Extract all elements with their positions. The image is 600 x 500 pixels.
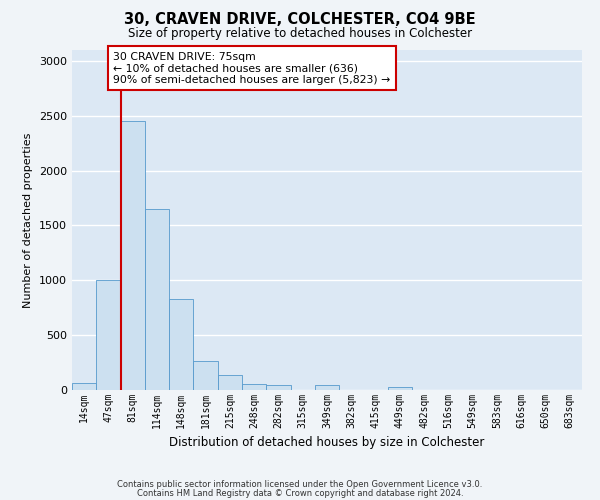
Y-axis label: Number of detached properties: Number of detached properties [23,132,34,308]
Text: Contains HM Land Registry data © Crown copyright and database right 2024.: Contains HM Land Registry data © Crown c… [137,488,463,498]
Bar [388,386,412,390]
Bar [266,384,290,390]
Text: 30, CRAVEN DRIVE, COLCHESTER, CO4 9BE: 30, CRAVEN DRIVE, COLCHESTER, CO4 9BE [124,12,476,28]
Bar [121,122,145,390]
Bar [96,280,121,390]
Bar [193,361,218,390]
Bar [145,209,169,390]
Text: Contains public sector information licensed under the Open Government Licence v3: Contains public sector information licen… [118,480,482,489]
Text: 30 CRAVEN DRIVE: 75sqm
← 10% of detached houses are smaller (636)
90% of semi-de: 30 CRAVEN DRIVE: 75sqm ← 10% of detached… [113,52,391,85]
Bar [218,375,242,390]
Text: Size of property relative to detached houses in Colchester: Size of property relative to detached ho… [128,28,472,40]
Bar [242,384,266,390]
Bar [72,384,96,390]
Bar [169,299,193,390]
X-axis label: Distribution of detached houses by size in Colchester: Distribution of detached houses by size … [169,436,485,450]
Bar [315,385,339,390]
